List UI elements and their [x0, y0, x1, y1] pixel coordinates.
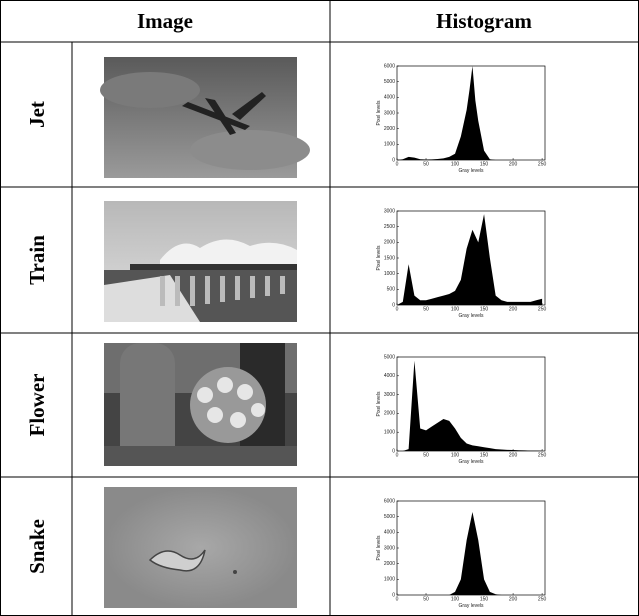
- x-tick-label: 250: [538, 596, 547, 602]
- y-tick-label: 1500: [384, 255, 395, 261]
- y-tick-label: 5000: [384, 514, 395, 520]
- x-tick-label: 0: [396, 161, 399, 167]
- y-tick-label: 1000: [384, 142, 395, 148]
- x-tick-label: 200: [509, 596, 518, 602]
- x-tick-label: 50: [423, 161, 429, 167]
- y-tick-label: 3000: [384, 110, 395, 116]
- y-tick-label: 2000: [384, 240, 395, 246]
- histogram-area: [397, 66, 542, 160]
- x-tick-label: 50: [423, 596, 429, 602]
- y-axis-label: Pixel levels: [376, 100, 382, 126]
- x-axis-label: Gray levels: [458, 459, 484, 465]
- x-tick-label: 100: [451, 596, 460, 602]
- train-image: [104, 201, 297, 322]
- x-tick-label: 150: [480, 596, 489, 602]
- y-axis-label: Pixel levels: [376, 535, 382, 561]
- x-tick-label: 0: [396, 452, 399, 458]
- y-tick-label: 500: [387, 287, 396, 293]
- y-tick-label: 5000: [384, 79, 395, 85]
- table-page: Image Histogram Jet010002000300040005000…: [0, 0, 639, 616]
- y-tick-label: 3000: [384, 545, 395, 551]
- y-tick-label: 6000: [384, 498, 395, 504]
- y-tick-label: 2000: [384, 561, 395, 567]
- histogram-area: [397, 214, 542, 305]
- y-tick-label: 6000: [384, 63, 395, 69]
- x-tick-label: 150: [480, 161, 489, 167]
- y-tick-label: 4000: [384, 530, 395, 536]
- y-tick-label: 1000: [384, 271, 395, 277]
- row-label: Train: [25, 235, 49, 285]
- y-tick-label: 3000: [384, 392, 395, 398]
- y-tick-label: 4000: [384, 95, 395, 101]
- x-tick-label: 200: [509, 161, 518, 167]
- x-tick-label: 250: [538, 306, 547, 312]
- x-tick-label: 50: [423, 306, 429, 312]
- x-tick-label: 100: [451, 161, 460, 167]
- x-tick-label: 150: [480, 452, 489, 458]
- row-label: Jet: [25, 101, 49, 128]
- flower-image: [104, 343, 297, 466]
- jet-image: [100, 57, 310, 178]
- x-tick-label: 200: [509, 452, 518, 458]
- x-tick-label: 200: [509, 306, 518, 312]
- y-tick-label: 3000: [384, 208, 395, 214]
- y-tick-label: 2000: [384, 126, 395, 132]
- y-tick-label: 2000: [384, 411, 395, 417]
- y-tick-label: 1000: [384, 430, 395, 436]
- y-tick-label: 1000: [384, 577, 395, 583]
- histogram-area: [397, 361, 542, 451]
- x-axis-label: Gray levels: [458, 603, 484, 609]
- y-axis-label: Pixel levels: [376, 245, 382, 271]
- y-axis-label: Pixel levels: [376, 391, 382, 417]
- header-image: Image: [137, 9, 193, 33]
- x-tick-label: 250: [538, 452, 547, 458]
- x-axis-label: Gray levels: [458, 313, 484, 319]
- x-tick-label: 150: [480, 306, 489, 312]
- x-tick-label: 100: [451, 452, 460, 458]
- x-tick-label: 0: [396, 596, 399, 602]
- histogram-area: [397, 512, 542, 595]
- row-label: Snake: [25, 519, 49, 574]
- y-tick-label: 2500: [384, 224, 395, 230]
- x-tick-label: 0: [396, 306, 399, 312]
- snake-image: [104, 487, 297, 608]
- y-tick-label: 5000: [384, 354, 395, 360]
- x-axis-label: Gray levels: [458, 168, 484, 174]
- x-tick-label: 250: [538, 161, 547, 167]
- x-tick-label: 100: [451, 306, 460, 312]
- header-histogram: Histogram: [436, 9, 532, 33]
- y-tick-label: 4000: [384, 373, 395, 379]
- x-tick-label: 50: [423, 452, 429, 458]
- row-label: Flower: [25, 374, 49, 437]
